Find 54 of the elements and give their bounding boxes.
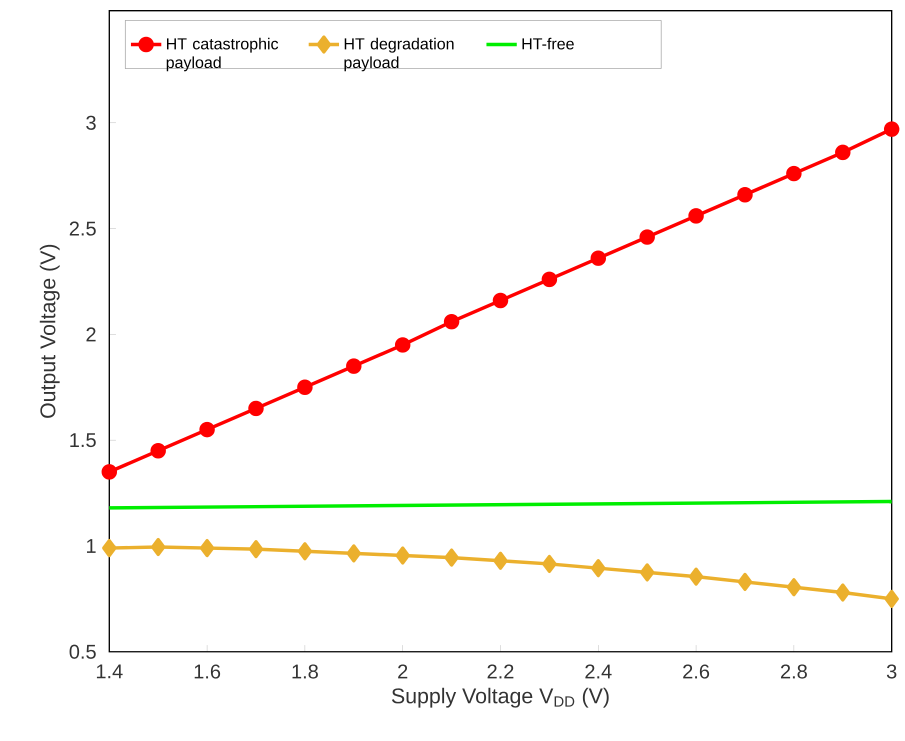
point xyxy=(590,250,606,266)
point xyxy=(150,442,166,458)
x-tick-label: 3 xyxy=(886,664,896,679)
point xyxy=(346,358,362,374)
x-tick-label: 2.8 xyxy=(780,664,807,679)
y-tick-label: 1.5 xyxy=(70,433,96,448)
point xyxy=(346,544,362,562)
point xyxy=(298,542,312,560)
y-tick-label: 2.5 xyxy=(70,221,96,236)
point xyxy=(248,540,264,558)
point xyxy=(737,186,753,202)
point xyxy=(542,554,557,573)
point xyxy=(639,229,655,245)
point xyxy=(884,121,900,137)
point xyxy=(542,272,558,288)
y-tick-label: 2 xyxy=(86,327,96,342)
point xyxy=(493,552,508,570)
point xyxy=(786,166,802,182)
x-tick-label: 2.4 xyxy=(585,664,612,678)
point xyxy=(444,548,459,567)
y-tick-label: 3 xyxy=(86,116,96,130)
point xyxy=(836,583,850,602)
x-tick-label: 2.2 xyxy=(488,664,514,678)
point xyxy=(492,292,508,308)
point xyxy=(150,538,166,556)
x-tick-label: 1.4 xyxy=(96,664,123,678)
x-tick-label: 2.6 xyxy=(683,664,710,679)
x-axis-title: Supply Voltage V$_{DD}$ (V) xyxy=(392,688,609,708)
point xyxy=(738,572,752,591)
legend-label: HT-free xyxy=(522,38,574,50)
legend-label: HT degradation payload xyxy=(344,38,454,72)
point xyxy=(200,538,214,558)
x-tick-label: 1.6 xyxy=(194,664,220,679)
point xyxy=(102,464,118,480)
point xyxy=(688,208,704,224)
point xyxy=(640,563,654,582)
point xyxy=(199,422,215,438)
x-tick-label: 2 xyxy=(398,664,408,678)
point xyxy=(102,538,117,558)
y-axis-title: Output Voltage (V) xyxy=(40,244,60,418)
point xyxy=(884,590,899,608)
point xyxy=(688,568,704,586)
y-tick-label: 1 xyxy=(87,539,96,553)
y-tick-label: 0.5 xyxy=(70,644,96,659)
point xyxy=(786,578,802,596)
point xyxy=(248,400,264,416)
point xyxy=(395,546,410,565)
point xyxy=(835,144,851,160)
legend-label: HT catastrophic payload xyxy=(166,38,278,72)
point xyxy=(394,337,410,353)
point xyxy=(444,314,460,330)
x-tick-label: 1.8 xyxy=(292,664,318,679)
point xyxy=(591,559,606,578)
point xyxy=(297,380,313,395)
